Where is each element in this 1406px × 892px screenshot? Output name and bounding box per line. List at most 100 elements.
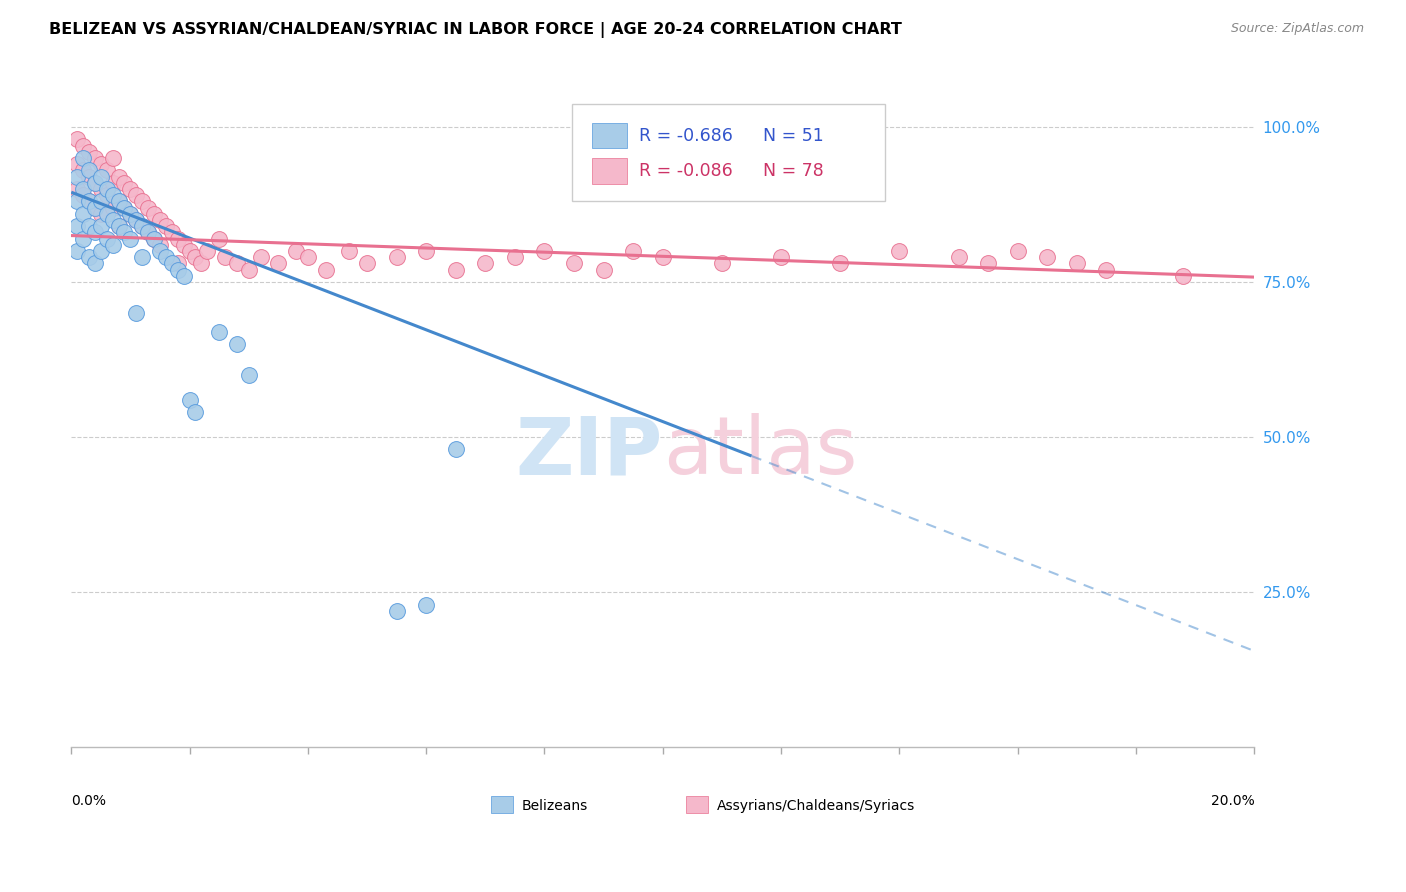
Point <box>120 182 142 196</box>
Point <box>830 256 852 270</box>
Point <box>149 213 172 227</box>
Point <box>208 232 231 246</box>
Point <box>90 244 112 258</box>
Point <box>238 368 260 382</box>
Point <box>72 138 94 153</box>
Point <box>166 256 188 270</box>
Point <box>90 182 112 196</box>
Point <box>173 268 195 283</box>
Point <box>503 250 526 264</box>
Point <box>77 163 100 178</box>
Point <box>83 201 105 215</box>
Point <box>66 182 89 196</box>
FancyBboxPatch shape <box>686 796 707 813</box>
Point <box>1036 250 1059 264</box>
Point <box>66 219 89 234</box>
FancyBboxPatch shape <box>572 104 886 202</box>
Text: Source: ZipAtlas.com: Source: ZipAtlas.com <box>1230 22 1364 36</box>
Point <box>1007 244 1029 258</box>
Point <box>562 256 585 270</box>
Point <box>120 232 142 246</box>
Point <box>114 226 136 240</box>
Point <box>125 213 148 227</box>
Text: 20.0%: 20.0% <box>1211 794 1254 808</box>
Point <box>1173 268 1195 283</box>
Point <box>72 207 94 221</box>
Point <box>285 244 308 258</box>
Point <box>90 169 112 184</box>
Point <box>96 163 118 178</box>
Point <box>160 256 183 270</box>
Point <box>889 244 911 258</box>
Point <box>297 250 319 264</box>
Point <box>214 250 236 264</box>
Point <box>90 194 112 209</box>
Point <box>83 151 105 165</box>
Point <box>125 188 148 202</box>
Point <box>131 194 153 209</box>
Point <box>77 219 100 234</box>
Point <box>356 256 378 270</box>
Text: atlas: atlas <box>662 414 858 491</box>
Point <box>444 262 467 277</box>
Point <box>90 219 112 234</box>
FancyBboxPatch shape <box>592 123 627 148</box>
Point <box>107 194 129 209</box>
Point <box>72 182 94 196</box>
Point <box>131 219 153 234</box>
Point <box>166 262 188 277</box>
Point <box>179 392 201 407</box>
Point <box>96 182 118 196</box>
Point <box>77 145 100 159</box>
FancyBboxPatch shape <box>592 159 627 184</box>
Point <box>184 250 207 264</box>
Point <box>149 244 172 258</box>
Point <box>474 256 496 270</box>
Point <box>66 169 89 184</box>
Point <box>66 244 89 258</box>
Point <box>77 194 100 209</box>
Point <box>315 262 337 277</box>
Point <box>114 201 136 215</box>
Point <box>131 250 153 264</box>
Point <box>249 250 271 264</box>
Point <box>977 256 1000 270</box>
Point <box>136 226 159 240</box>
Point <box>710 256 733 270</box>
Point <box>90 207 112 221</box>
Point <box>125 306 148 320</box>
Point <box>77 194 100 209</box>
Point <box>948 250 970 264</box>
Point <box>385 604 408 618</box>
Point <box>143 232 166 246</box>
Point <box>415 598 437 612</box>
Point <box>83 226 105 240</box>
Point <box>195 244 218 258</box>
Text: N = 51: N = 51 <box>763 127 824 145</box>
Point <box>225 337 247 351</box>
Point <box>415 244 437 258</box>
Point <box>208 325 231 339</box>
Point <box>107 194 129 209</box>
Point <box>66 157 89 171</box>
Point <box>101 188 124 202</box>
Point <box>143 232 166 246</box>
Point <box>101 176 124 190</box>
Point <box>66 132 89 146</box>
Point <box>72 188 94 202</box>
Text: 0.0%: 0.0% <box>72 794 107 808</box>
FancyBboxPatch shape <box>491 796 513 813</box>
Point <box>385 250 408 264</box>
Point <box>143 207 166 221</box>
Point <box>136 226 159 240</box>
Point <box>77 169 100 184</box>
Point <box>621 244 644 258</box>
Point <box>131 219 153 234</box>
Point <box>101 201 124 215</box>
Point <box>96 232 118 246</box>
Point <box>120 207 142 221</box>
Text: Assyrians/Chaldeans/Syriacs: Assyrians/Chaldeans/Syriacs <box>717 799 915 813</box>
Point <box>83 176 105 190</box>
Point <box>238 262 260 277</box>
Point <box>337 244 360 258</box>
